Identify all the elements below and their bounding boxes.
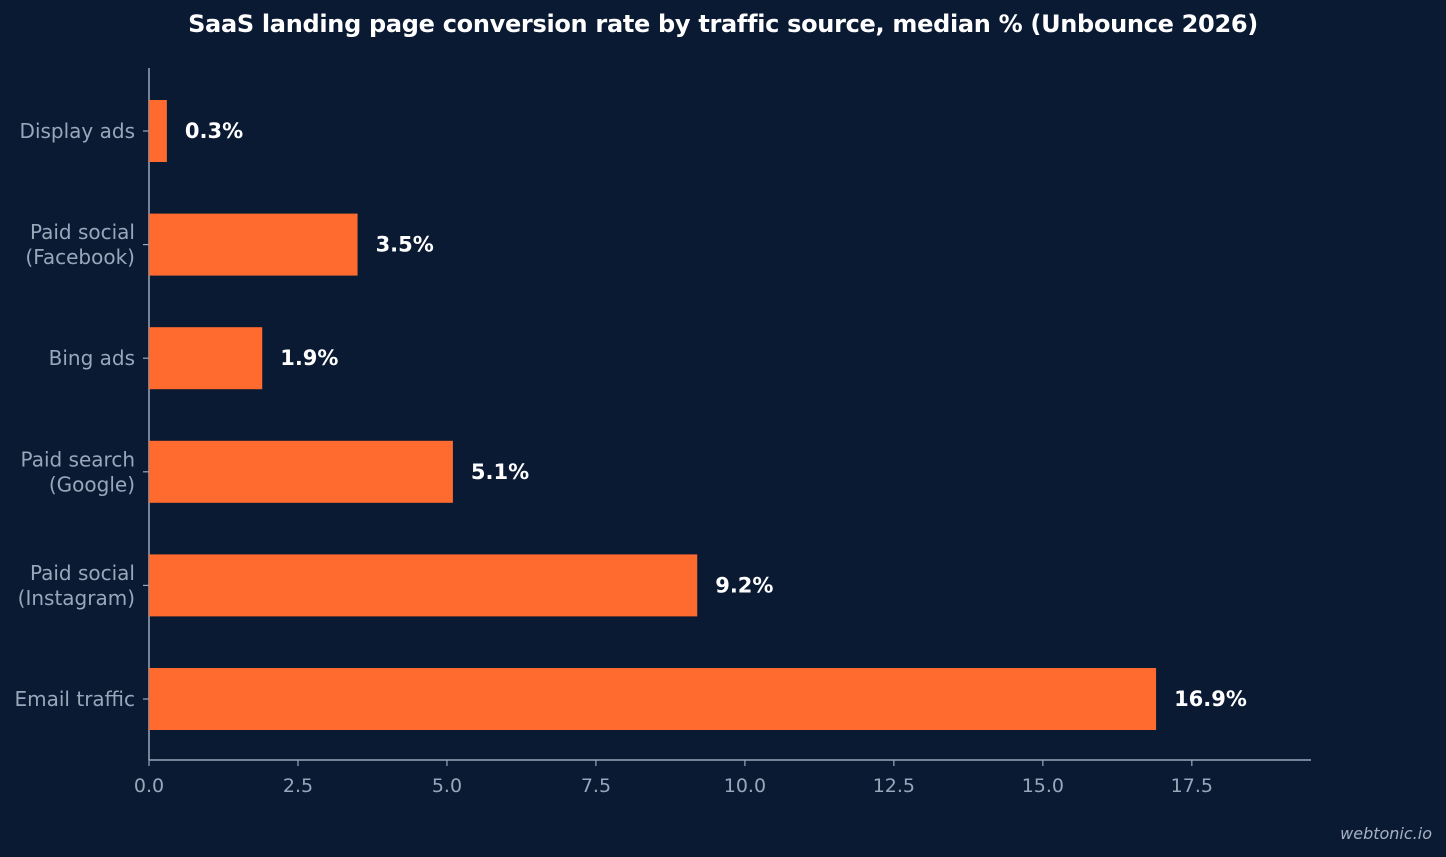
bar <box>149 100 167 162</box>
category-label: Display ads <box>20 119 135 143</box>
x-tick-label: 5.0 <box>432 775 462 797</box>
category-label: (Google) <box>49 472 135 496</box>
x-tick-label: 12.5 <box>873 775 915 797</box>
watermark: webtonic.io <box>1340 824 1432 843</box>
x-tick-label: 17.5 <box>1171 775 1213 797</box>
x-tick-label: 15.0 <box>1022 775 1064 797</box>
bar-value-label: 3.5% <box>376 233 434 257</box>
category-label: Bing ads <box>49 346 135 370</box>
bar-value-label: 0.3% <box>185 119 243 143</box>
category-label: (Instagram) <box>18 586 135 610</box>
category-label: (Facebook) <box>25 245 135 269</box>
x-tick-label: 10.0 <box>724 775 766 797</box>
bar <box>149 213 358 276</box>
category-label: Paid social <box>30 561 135 585</box>
category-label: Paid social <box>30 220 135 244</box>
x-tick-label: 0.0 <box>134 775 164 797</box>
bar <box>149 554 698 617</box>
bar <box>149 668 1157 730</box>
bar <box>149 440 453 503</box>
category-label: Email traffic <box>15 687 136 711</box>
bar-value-label: 5.1% <box>471 460 529 484</box>
category-label: Paid search <box>21 447 135 471</box>
bar-value-label: 1.9% <box>280 346 338 370</box>
bar-value-label: 16.9% <box>1174 687 1247 711</box>
x-tick-label: 7.5 <box>581 775 611 797</box>
bar <box>149 327 263 390</box>
bar-value-label: 9.2% <box>715 573 773 597</box>
chart-title: SaaS landing page conversion rate by tra… <box>188 10 1258 38</box>
x-tick-label: 2.5 <box>283 775 313 797</box>
